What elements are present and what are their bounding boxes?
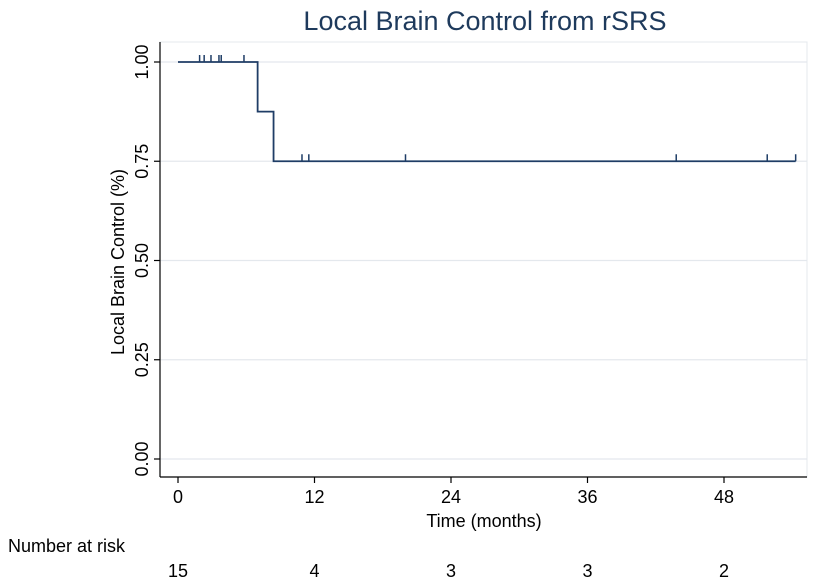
risk-table-counts: 15 4 3 3 2	[168, 561, 729, 581]
risk-count: 3	[582, 561, 592, 581]
x-axis-title: Time (months)	[426, 511, 541, 531]
censor-marks	[198, 55, 797, 162]
y-tick-label: 0.75	[132, 144, 152, 179]
x-axis: 0 12 24 36 48	[160, 476, 807, 507]
chart-title: Local Brain Control from rSRS	[303, 6, 666, 36]
x-tick-label: 36	[577, 487, 597, 507]
risk-count: 4	[309, 561, 319, 581]
risk-count: 2	[719, 561, 729, 581]
x-tick-label: 24	[441, 487, 461, 507]
plot-area: 0.00 0.25 0.50 0.75 1.00 0 12 24 36 48	[132, 41, 808, 507]
y-tick-label: 0.00	[132, 441, 152, 476]
x-tick-label: 12	[304, 487, 324, 507]
y-axis-title: Local Brain Control (%)	[108, 169, 128, 355]
risk-table-label: Number at risk	[8, 536, 126, 556]
plot-frame	[159, 41, 808, 478]
x-tick-label: 48	[714, 487, 734, 507]
y-tick-label: 1.00	[132, 44, 152, 79]
y-tick-label: 0.50	[132, 243, 152, 278]
risk-count: 3	[446, 561, 456, 581]
y-tick-label: 0.25	[132, 342, 152, 377]
y-axis: 0.00 0.25 0.50 0.75 1.00	[132, 42, 161, 477]
risk-count: 15	[168, 561, 188, 581]
x-tick-label: 0	[173, 487, 183, 507]
